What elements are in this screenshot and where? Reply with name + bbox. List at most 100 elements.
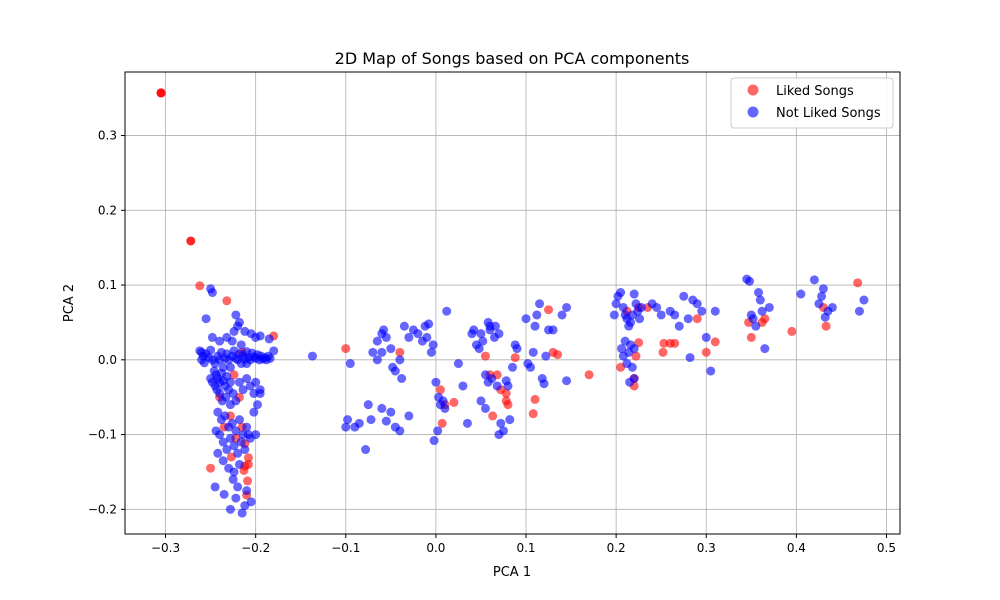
liked-song-point — [584, 370, 594, 380]
not-liked-song-point — [629, 289, 639, 299]
not-liked-song-point — [492, 381, 502, 391]
x-tick-label: 0.5 — [877, 541, 896, 555]
not-liked-song-point — [197, 355, 207, 365]
not-liked-song-point — [307, 351, 317, 361]
not-liked-song-point — [827, 302, 837, 312]
not-liked-song-point — [562, 302, 572, 312]
liked-song-point — [631, 351, 641, 361]
not-liked-song-point — [229, 467, 239, 477]
liked-song-point — [156, 88, 166, 98]
not-liked-song-point — [469, 325, 479, 335]
not-liked-song-point — [521, 314, 531, 324]
not-liked-song-point — [395, 355, 405, 365]
not-liked-song-point — [249, 407, 259, 417]
liked-song-point — [449, 397, 459, 407]
not-liked-song-point — [221, 392, 231, 402]
not-liked-song-point — [390, 366, 400, 376]
not-liked-song-point — [242, 374, 252, 384]
liked-song-point — [658, 347, 668, 357]
not-liked-song-point — [422, 332, 432, 342]
not-liked-song-point — [228, 388, 238, 398]
not-liked-song-point — [438, 396, 448, 406]
y-tick-label: 0.3 — [98, 129, 117, 143]
not-liked-song-point — [426, 347, 436, 357]
not-liked-song-point — [754, 288, 764, 298]
liked-song-point — [746, 332, 756, 342]
not-liked-song-point — [476, 396, 486, 406]
not-liked-song-point — [236, 340, 246, 350]
not-liked-song-point — [236, 437, 246, 447]
not-liked-song-point — [440, 403, 450, 413]
liked-song-point — [206, 463, 216, 473]
not-liked-song-point — [255, 331, 265, 341]
not-liked-song-point — [220, 411, 230, 421]
x-tick-label: 0.2 — [607, 541, 626, 555]
x-tick-label: 0.1 — [516, 541, 535, 555]
not-liked-song-point — [399, 321, 409, 331]
y-tick-label: −0.1 — [88, 428, 117, 442]
not-liked-song-point — [218, 437, 228, 447]
not-liked-song-point — [404, 332, 414, 342]
not-liked-song-point — [237, 508, 247, 518]
not-liked-song-point — [228, 474, 238, 484]
not-liked-song-point — [745, 276, 755, 286]
not-liked-song-point — [611, 299, 621, 309]
liked-song-point — [670, 338, 680, 348]
not-liked-song-point — [404, 411, 414, 421]
not-liked-song-point — [343, 415, 353, 425]
not-liked-song-point — [222, 445, 232, 455]
not-liked-song-point — [424, 319, 434, 329]
not-liked-song-point — [215, 336, 225, 346]
liked-song-point — [503, 400, 513, 410]
not-liked-song-point — [618, 302, 628, 312]
not-liked-song-point — [219, 489, 229, 499]
not-liked-song-point — [207, 288, 217, 298]
not-liked-song-point — [231, 426, 241, 436]
not-liked-song-point — [755, 295, 765, 305]
legend-label-not-liked: Not Liked Songs — [776, 106, 881, 121]
not-liked-song-point — [227, 418, 237, 428]
not-liked-song-point — [442, 306, 452, 316]
not-liked-song-point — [225, 377, 235, 387]
not-liked-song-point — [453, 359, 463, 369]
x-axis-label: PCA 1 — [493, 565, 531, 580]
liked-song-point — [488, 411, 498, 421]
not-liked-song-point — [609, 310, 619, 320]
not-liked-song-point — [395, 426, 405, 436]
not-liked-song-point — [652, 302, 662, 312]
not-liked-song-point — [490, 321, 500, 331]
not-liked-song-point — [685, 353, 695, 363]
not-liked-song-point — [381, 332, 391, 342]
liked-song-point — [229, 370, 239, 380]
not-liked-song-point — [234, 459, 244, 469]
liked-song-point — [787, 326, 797, 336]
not-liked-song-point — [265, 353, 275, 363]
not-liked-song-point — [225, 362, 235, 372]
liked-song-point — [544, 305, 554, 315]
not-liked-song-point — [679, 291, 689, 301]
not-liked-song-point — [757, 306, 767, 316]
not-liked-song-point — [215, 430, 225, 440]
x-tick-label: −0.3 — [151, 541, 180, 555]
not-liked-song-point — [814, 299, 824, 309]
not-liked-song-point — [341, 422, 351, 432]
not-liked-song-point — [264, 334, 274, 344]
not-liked-song-point — [397, 374, 407, 384]
not-liked-song-point — [431, 377, 441, 387]
not-liked-song-point — [210, 482, 220, 492]
legend: Liked Songs Not Liked Songs — [730, 77, 894, 129]
not-liked-song-point — [483, 317, 493, 327]
liked-song-point — [435, 385, 445, 395]
not-liked-song-point — [496, 418, 506, 428]
not-liked-song-point — [242, 359, 252, 369]
not-liked-song-point — [234, 377, 244, 387]
not-liked-song-point — [710, 306, 720, 316]
not-liked-song-point — [246, 497, 256, 507]
liked-song-point — [692, 314, 702, 324]
not-liked-song-point — [366, 415, 376, 425]
not-liked-song-point — [535, 299, 545, 309]
legend-box — [730, 77, 894, 129]
y-tick-label: 0.0 — [98, 353, 117, 367]
liked-song-point — [243, 453, 253, 463]
not-liked-song-point — [626, 317, 636, 327]
